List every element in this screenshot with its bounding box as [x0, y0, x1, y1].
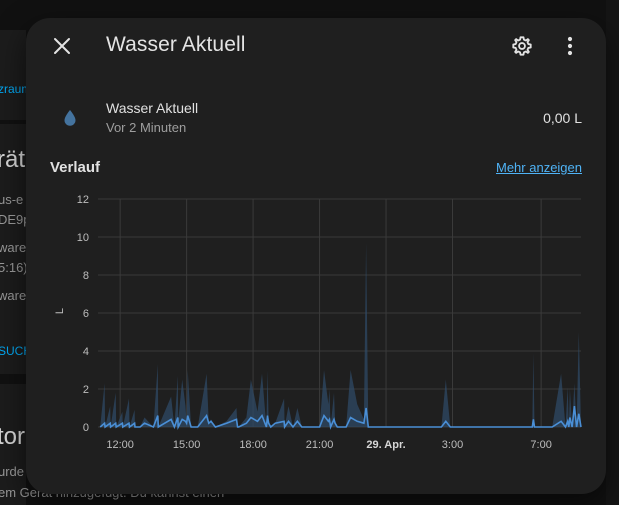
- history-title: Verlauf: [50, 159, 101, 176]
- x-tick-label: 7:00: [530, 439, 551, 451]
- background-text: DE9p: [0, 212, 31, 227]
- x-tick-label: 3:00: [442, 439, 463, 451]
- dots-vertical-icon: [567, 36, 573, 56]
- close-button[interactable]: [44, 28, 80, 64]
- x-tick-label: 18:00: [239, 439, 267, 451]
- entity-row[interactable]: Wasser Aktuell Vor 2 Minuten 0,00 L: [50, 98, 582, 146]
- more-info-dialog: Wasser Aktuell Wasser Aktuell Vor 2 Minu…: [26, 18, 606, 494]
- y-tick-label: 12: [77, 194, 89, 206]
- background-link[interactable]: zraum: [0, 82, 32, 96]
- background-button[interactable]: SUCH: [0, 344, 33, 358]
- y-tick-label: 2: [83, 384, 89, 396]
- chart-y-label: L: [54, 308, 66, 314]
- background-text: us-e: [0, 192, 24, 207]
- background-text: ware: [0, 288, 27, 303]
- background-heading: tor: [0, 423, 26, 450]
- background-card: [0, 124, 26, 374]
- show-more-link[interactable]: Mehr anzeigen: [496, 160, 582, 175]
- gear-icon: [512, 36, 532, 56]
- background-card: [0, 384, 26, 505]
- background-text: urde: [0, 464, 25, 479]
- y-tick-label: 8: [83, 270, 89, 282]
- background-text: 5:16): [0, 260, 28, 275]
- chart-grid: [98, 198, 581, 428]
- entity-last-changed: Vor 2 Minuten: [106, 120, 187, 135]
- x-tick-label: 15:00: [173, 439, 201, 451]
- close-icon: [54, 38, 70, 54]
- history-chart: 0 2 4 6 8 10 12 12:00 15:00 18:00 21:00 29. Apr. 3:…: [54, 194, 582, 451]
- dialog-header: Wasser Aktuell: [26, 18, 606, 74]
- entity-name: Wasser Aktuell: [106, 100, 199, 116]
- y-tick-label: 4: [83, 346, 89, 358]
- background-heading: rät: [0, 146, 26, 173]
- y-tick-label: 6: [83, 308, 89, 320]
- background-card: [0, 30, 26, 120]
- x-tick-label: 29. Apr.: [366, 439, 405, 451]
- x-tick-label: 21:00: [306, 439, 334, 451]
- background-card: [606, 0, 619, 505]
- chart-x-axis: 12:00 15:00 18:00 21:00 29. Apr. 3:00 7:00: [106, 439, 551, 451]
- x-tick-label: 12:00: [106, 439, 134, 451]
- entity-state: 0,00 L: [543, 110, 582, 126]
- y-tick-label: 10: [77, 232, 89, 244]
- chart-series-line: [99, 406, 582, 430]
- chart-series-area: [100, 242, 581, 427]
- overflow-menu-button[interactable]: [552, 28, 588, 64]
- background-text: ware: [0, 240, 27, 255]
- y-tick-label: 0: [83, 422, 89, 434]
- dialog-title: Wasser Aktuell: [106, 33, 246, 56]
- chart-y-axis: 0 2 4 6 8 10 12: [77, 194, 89, 434]
- water-drop-icon: [64, 110, 76, 126]
- settings-button[interactable]: [504, 28, 540, 64]
